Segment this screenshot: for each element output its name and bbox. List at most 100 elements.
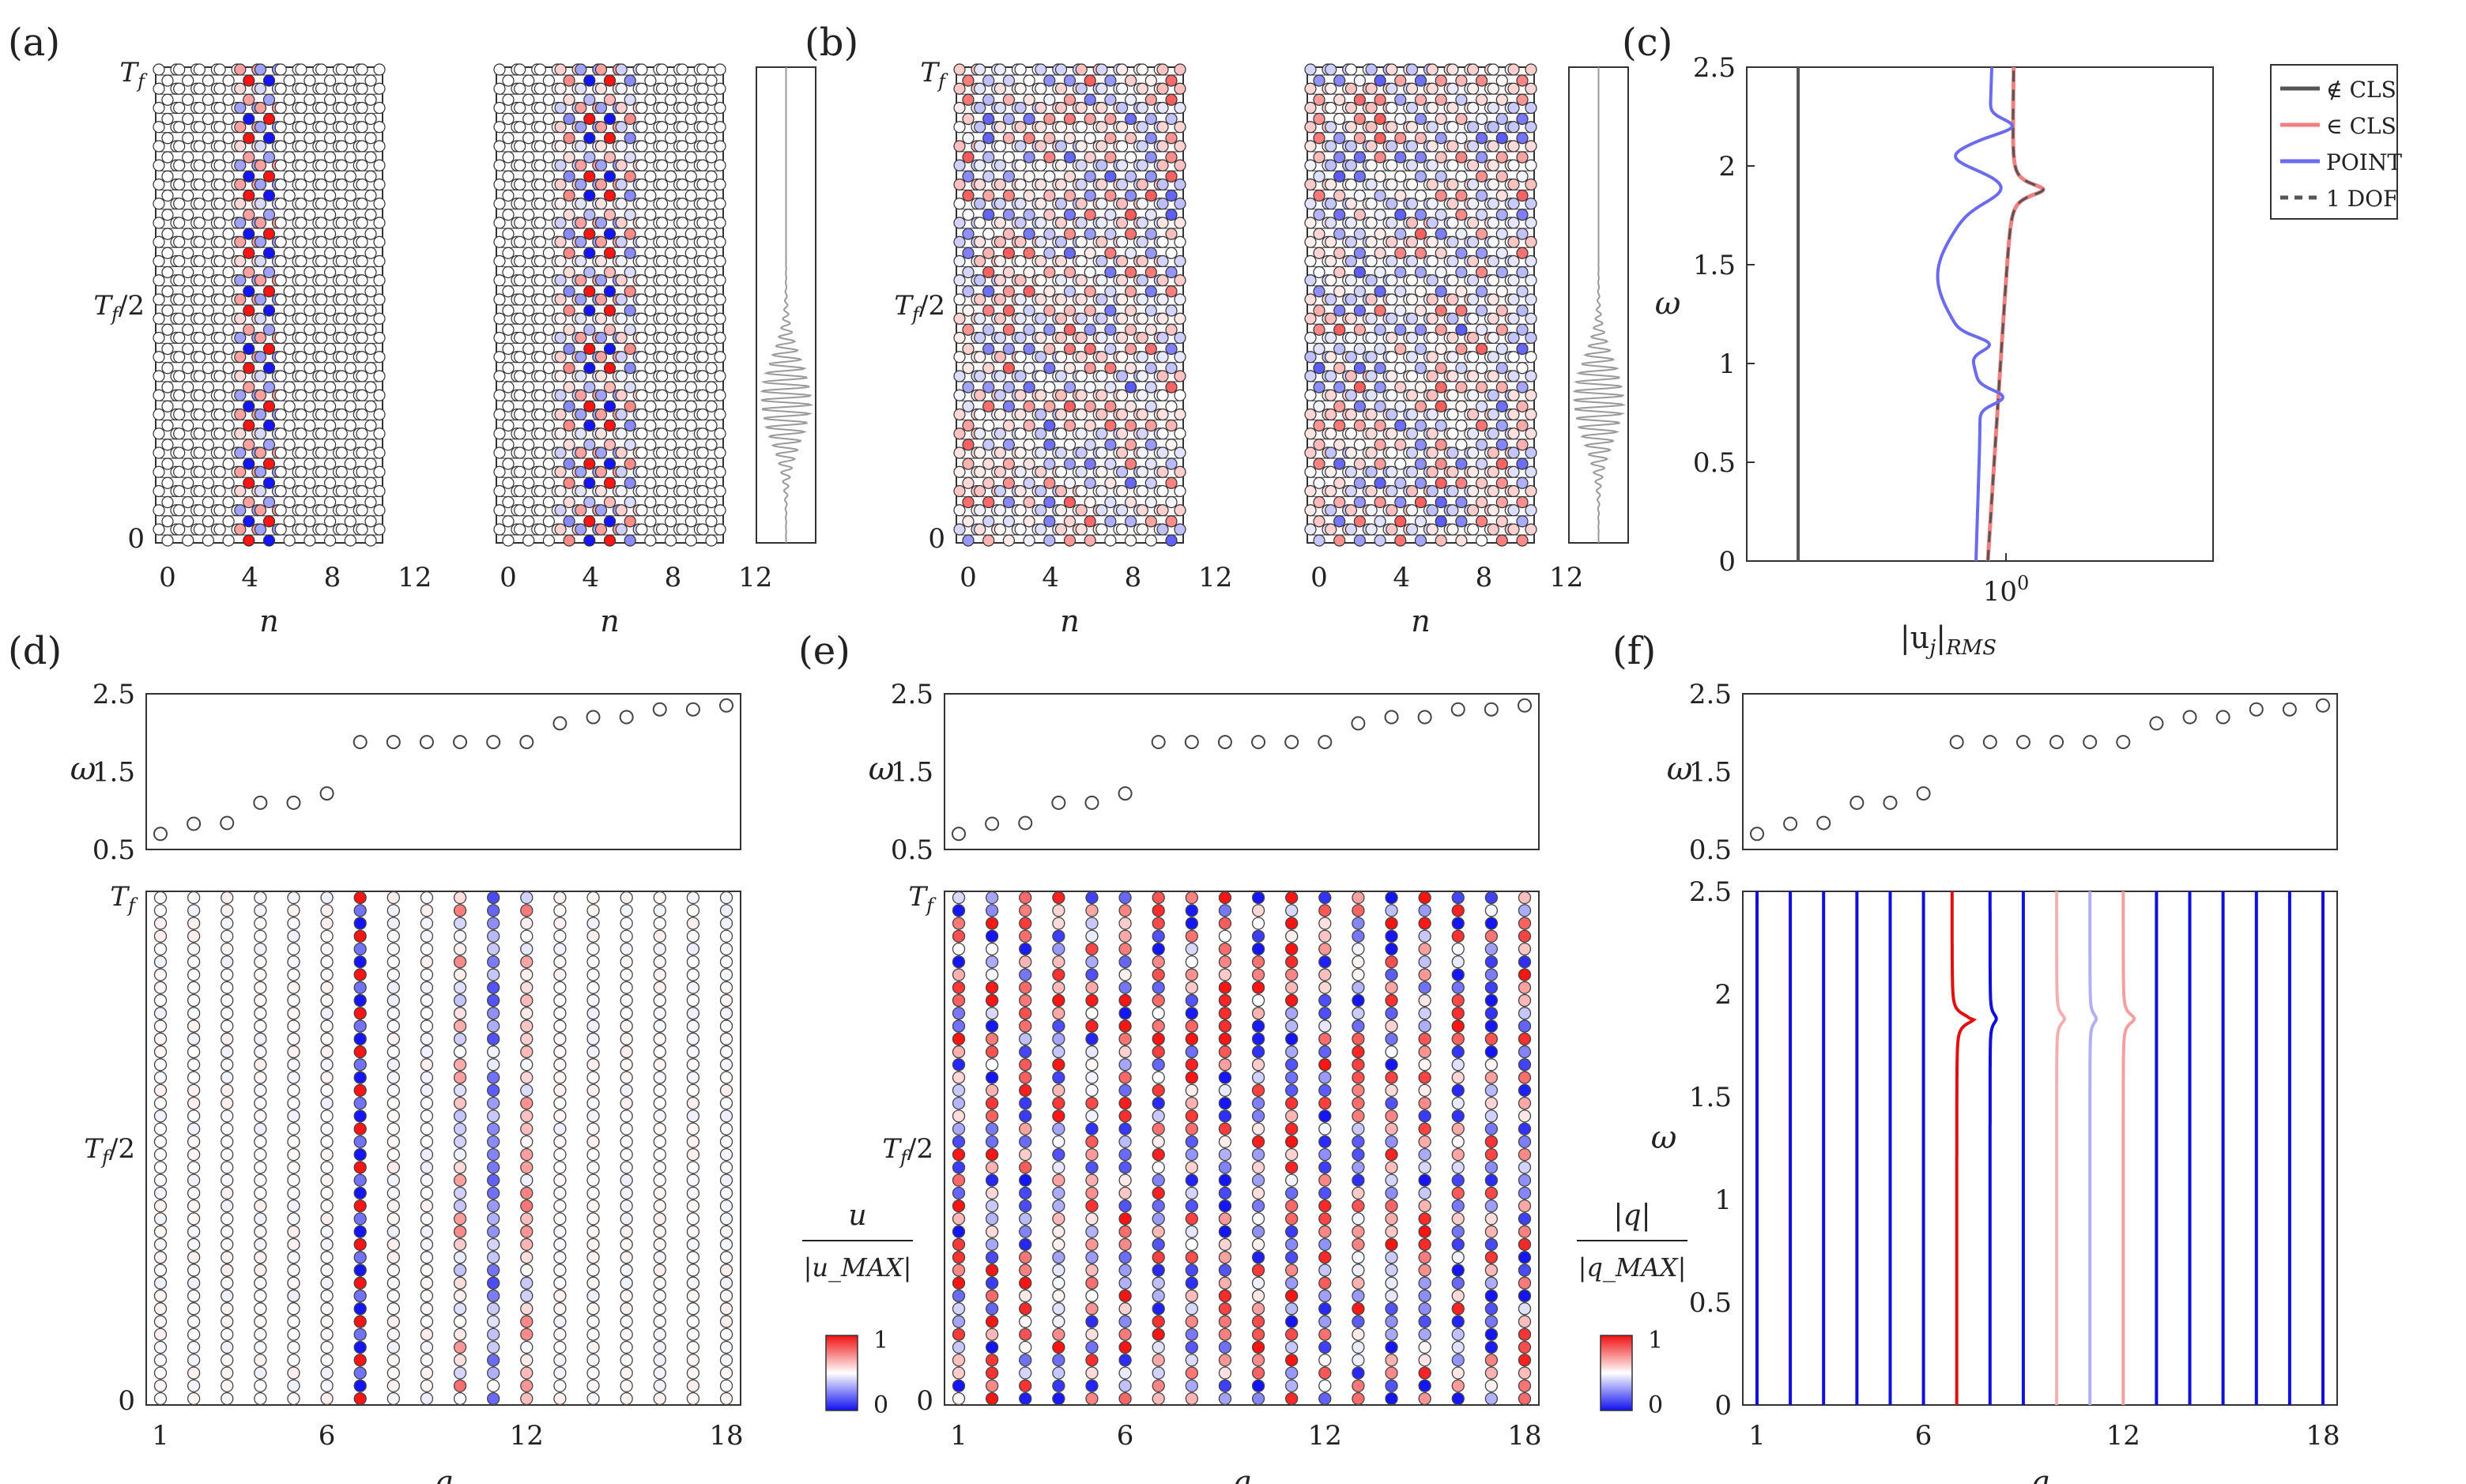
lattice-site xyxy=(1394,209,1407,221)
lattice-site xyxy=(283,266,296,279)
heat-dot xyxy=(420,1096,434,1110)
lattice-site xyxy=(1115,389,1129,401)
lattice-site xyxy=(304,400,316,412)
lattice-site xyxy=(254,504,267,517)
lattice-site xyxy=(502,362,515,375)
heat-dot xyxy=(153,1147,168,1162)
heat-dot xyxy=(221,1200,234,1213)
lattice-site xyxy=(1475,132,1488,145)
lattice-site xyxy=(635,370,648,382)
heat-dot xyxy=(287,1315,300,1328)
lattice-site xyxy=(262,285,276,298)
lattice-site xyxy=(1446,446,1459,459)
lattice-site xyxy=(1054,523,1068,536)
lattice-site xyxy=(705,170,718,183)
heat-dot xyxy=(453,929,467,943)
lattice-site xyxy=(1104,439,1117,451)
lattice-site xyxy=(161,362,174,375)
lattice-site xyxy=(1455,381,1468,394)
lattice-site xyxy=(603,209,616,221)
heat-dot xyxy=(420,1161,434,1174)
lattice-site xyxy=(182,534,194,547)
lattice-site xyxy=(1495,304,1508,317)
lattice-site xyxy=(676,504,688,517)
lattice-site xyxy=(1313,495,1325,509)
lattice-site xyxy=(1344,427,1358,440)
lattice-site xyxy=(1095,389,1108,401)
lattice-site xyxy=(502,170,515,183)
lattice-site xyxy=(714,63,726,76)
lattice-site xyxy=(1455,228,1468,240)
lattice-site xyxy=(1344,198,1358,210)
lattice-site xyxy=(173,427,186,440)
lattice-site xyxy=(1455,323,1468,336)
lattice-site xyxy=(1095,178,1108,191)
lattice-site xyxy=(1124,74,1137,87)
lattice-site xyxy=(1426,121,1438,134)
lattice-site xyxy=(262,476,276,489)
lattice-site xyxy=(243,495,255,509)
heat-dot xyxy=(353,1392,367,1406)
heat-dot xyxy=(420,1212,434,1226)
lattice-site xyxy=(1095,217,1108,229)
lattice-site xyxy=(1414,151,1427,164)
lattice-site xyxy=(493,351,506,363)
lattice-site xyxy=(953,312,966,325)
lattice-site xyxy=(514,121,526,134)
lattice-site xyxy=(705,342,718,356)
lattice-site xyxy=(1144,362,1157,375)
lattice-site xyxy=(373,293,386,306)
lattice-site xyxy=(173,178,186,191)
lattice-site xyxy=(1165,534,1178,547)
heat-dot xyxy=(520,1315,534,1328)
lattice-site xyxy=(243,362,255,375)
scatter-point xyxy=(1284,735,1299,750)
heat-dot xyxy=(353,1200,367,1213)
lattice-site xyxy=(1365,159,1378,171)
lattice-site xyxy=(1487,408,1499,421)
lattice-site xyxy=(344,151,356,164)
lattice-site xyxy=(502,112,515,126)
lattice-site xyxy=(1325,82,1337,95)
lattice-site xyxy=(575,274,587,287)
heat-dot xyxy=(353,1328,367,1341)
lattice-site xyxy=(575,408,587,421)
heat-dot xyxy=(287,1032,300,1045)
lattice-site xyxy=(274,217,287,229)
lattice-site xyxy=(1333,342,1346,356)
heat-dot xyxy=(487,1251,500,1264)
lattice-site xyxy=(1054,235,1068,248)
scatter-point xyxy=(2049,735,2064,750)
lattice-site xyxy=(1487,235,1499,248)
lattice-site xyxy=(1313,476,1325,489)
lattice-site xyxy=(554,274,567,287)
lattice-site xyxy=(1507,101,1520,115)
lattice-site xyxy=(1495,266,1508,279)
lattice-site xyxy=(1394,458,1407,470)
lattice-site xyxy=(962,132,975,145)
heat-dot xyxy=(453,981,467,994)
lattice-site xyxy=(1174,63,1186,76)
heat-dot xyxy=(353,993,367,1008)
lattice-site xyxy=(373,235,386,248)
lattice-site xyxy=(563,534,575,547)
lattice-site xyxy=(324,228,337,240)
heat-dot xyxy=(487,929,500,943)
lattice-site xyxy=(696,254,709,268)
lattice-site xyxy=(1516,151,1529,164)
lattice-site xyxy=(344,458,356,470)
heat-dot xyxy=(153,1186,168,1200)
lattice-site xyxy=(644,170,657,183)
lattice-site xyxy=(222,515,235,528)
heat-dot xyxy=(386,1135,400,1149)
lattice-site xyxy=(522,362,535,375)
lattice-site xyxy=(1365,312,1378,325)
lattice-site xyxy=(1063,419,1077,432)
lattice-site xyxy=(1002,439,1016,451)
lattice-site xyxy=(1075,178,1088,191)
heat-dot xyxy=(420,1315,434,1328)
lattice-site xyxy=(1414,323,1427,336)
heat-dot xyxy=(287,1045,300,1059)
lattice-site xyxy=(1525,254,1537,268)
lattice-site xyxy=(542,132,556,145)
